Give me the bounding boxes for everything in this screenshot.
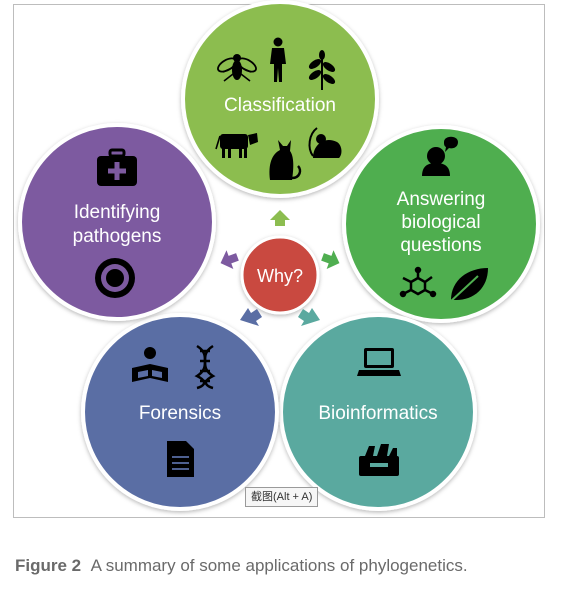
pathogens-label-line-1: Identifying: [74, 202, 161, 223]
figure-caption-label: Figure 2: [15, 556, 82, 575]
answering-label-line-1: Answering: [397, 189, 486, 210]
bioinformatics-node: Bioinformatics: [279, 313, 477, 511]
figure-caption-text: A summary of some applications of phylog…: [90, 556, 468, 575]
arrow-to-classification: [270, 210, 290, 226]
center-label: Why?: [257, 266, 303, 286]
laptop-icon: [357, 348, 401, 376]
cow-icon: [215, 133, 258, 158]
arrow-to-answering: [321, 250, 340, 270]
answering-node: Answering biological questions: [342, 125, 540, 323]
center-node: Why?: [240, 235, 320, 315]
target-icon: [95, 258, 135, 298]
center-circle: [240, 235, 320, 315]
forensics-circle: [81, 313, 279, 511]
pathogens-node: Identifying pathogens: [18, 123, 216, 321]
figure-caption: Figure 2 A summary of some applications …: [15, 556, 468, 576]
arrow-to-forensics: [240, 308, 262, 326]
molecule-icon: [399, 266, 437, 298]
answering-circle: [342, 125, 540, 323]
pathogens-label-line-2: pathogens: [73, 226, 162, 247]
applications-diagram: Classification: [18, 0, 540, 511]
mouse-icon: [308, 127, 342, 158]
screenshot-tooltip: 截图(Alt + A): [245, 487, 319, 507]
leaf-icon: [449, 268, 488, 303]
dna-icon: [194, 344, 216, 390]
cat-icon: [269, 140, 302, 180]
classification-label: Classification: [224, 95, 336, 116]
human-icon: [270, 37, 286, 82]
answering-label-line-2: biological: [401, 212, 480, 233]
pathogens-circle: [18, 123, 216, 321]
answering-label-line-3: questions: [400, 235, 481, 256]
bioinformatics-label: Bioinformatics: [318, 403, 437, 424]
reader-icon: [132, 347, 168, 382]
file-drawer-icon: [359, 444, 399, 476]
bioinformatics-circle: [279, 313, 477, 511]
classification-node: Classification: [181, 0, 379, 198]
arrow-to-bioinformatics: [298, 308, 320, 326]
document-icon: [167, 441, 194, 477]
forensics-node: Forensics: [81, 313, 279, 511]
fly-icon: [217, 54, 257, 82]
plant-icon: [308, 50, 336, 90]
forensics-label: Forensics: [139, 403, 221, 424]
speaking-person-icon: [422, 136, 458, 176]
medical-kit-icon: [97, 148, 137, 186]
arrow-to-pathogens: [220, 250, 239, 270]
